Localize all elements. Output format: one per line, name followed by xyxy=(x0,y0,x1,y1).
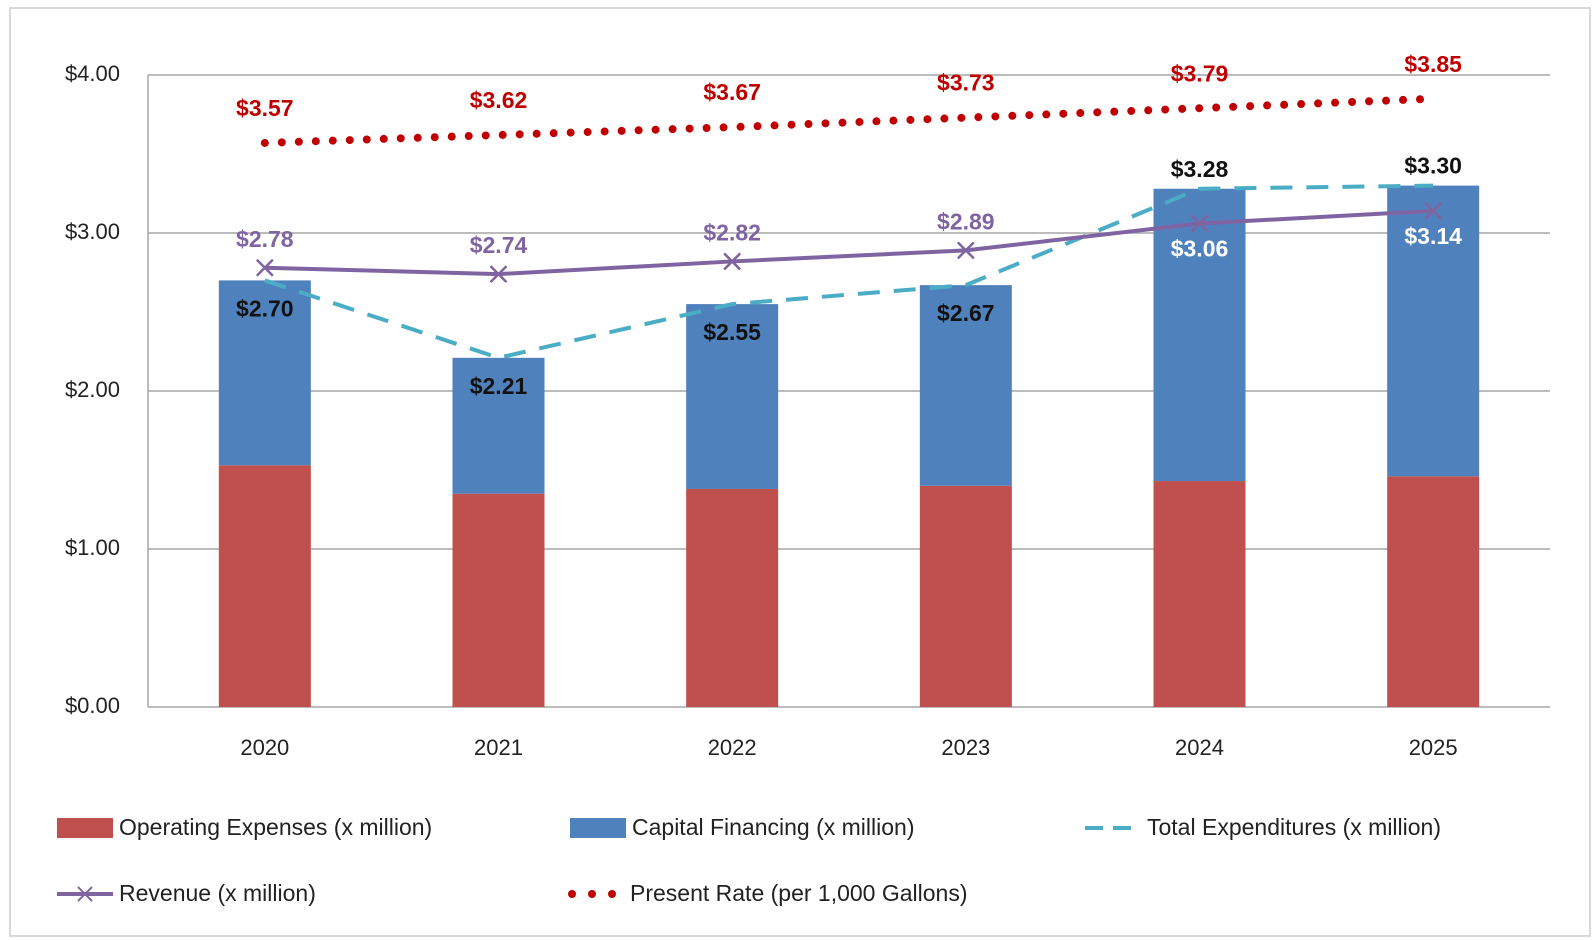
bar xyxy=(1153,188,1246,482)
x-tick-label: 2020 xyxy=(240,735,289,760)
legend-swatch xyxy=(57,818,113,838)
marker xyxy=(956,241,975,260)
y-tick-label: $2.00 xyxy=(65,377,120,402)
bar xyxy=(1153,481,1246,707)
data-label: $3.30 xyxy=(1404,153,1462,179)
data-label: $3.62 xyxy=(470,87,528,113)
data-label: $3.79 xyxy=(1171,60,1229,86)
data-label: $2.21 xyxy=(470,373,528,399)
data-label: $3.06 xyxy=(1171,236,1229,262)
legend-label: Capital Financing (x million) xyxy=(632,814,915,840)
data-label: $2.89 xyxy=(937,208,995,234)
legend-label: Present Rate (per 1,000 Gallons) xyxy=(630,880,968,906)
line-series xyxy=(264,208,1434,277)
legend-label: Revenue (x million) xyxy=(119,880,316,906)
bar xyxy=(1387,185,1480,477)
legend-marker xyxy=(77,886,93,902)
x-tick-label: 2022 xyxy=(708,735,757,760)
data-label: $3.57 xyxy=(236,95,294,121)
y-tick-label: $3.00 xyxy=(65,219,120,244)
data-label: $3.28 xyxy=(1171,156,1229,182)
data-label: $2.67 xyxy=(937,300,995,326)
bar xyxy=(919,485,1012,707)
x-tick-label: 2023 xyxy=(941,735,990,760)
x-tick-label: 2021 xyxy=(474,735,523,760)
x-tick-label: 2025 xyxy=(1409,735,1458,760)
data-label: $2.82 xyxy=(703,220,761,246)
bar xyxy=(218,465,311,707)
legend-swatch xyxy=(570,818,626,838)
data-label: $2.74 xyxy=(470,232,528,258)
data-label: $3.85 xyxy=(1404,51,1462,77)
data-label: $3.73 xyxy=(937,70,995,96)
data-label: $2.55 xyxy=(703,319,761,345)
marker xyxy=(255,258,274,277)
bar xyxy=(686,304,779,489)
bar xyxy=(686,488,779,707)
y-tick-label: $0.00 xyxy=(65,693,120,718)
x-tick-label: 2024 xyxy=(1175,735,1224,760)
marker xyxy=(1424,201,1443,220)
marker xyxy=(723,252,742,271)
bar xyxy=(1387,476,1480,707)
bar xyxy=(919,285,1012,486)
y-tick-label: $4.00 xyxy=(65,61,120,86)
data-label: $2.78 xyxy=(236,226,294,252)
bar xyxy=(218,280,311,466)
data-label: $3.67 xyxy=(703,79,761,105)
data-label: $2.70 xyxy=(236,295,294,321)
line-series xyxy=(264,183,1434,360)
bar xyxy=(452,493,545,707)
marker xyxy=(489,265,508,283)
y-tick-label: $1.00 xyxy=(65,535,120,560)
marker xyxy=(1190,214,1209,233)
legend-label: Operating Expenses (x million) xyxy=(119,814,432,840)
data-label: $3.14 xyxy=(1404,223,1462,249)
legend-label: Total Expenditures (x million) xyxy=(1147,814,1441,840)
bar xyxy=(452,357,545,494)
